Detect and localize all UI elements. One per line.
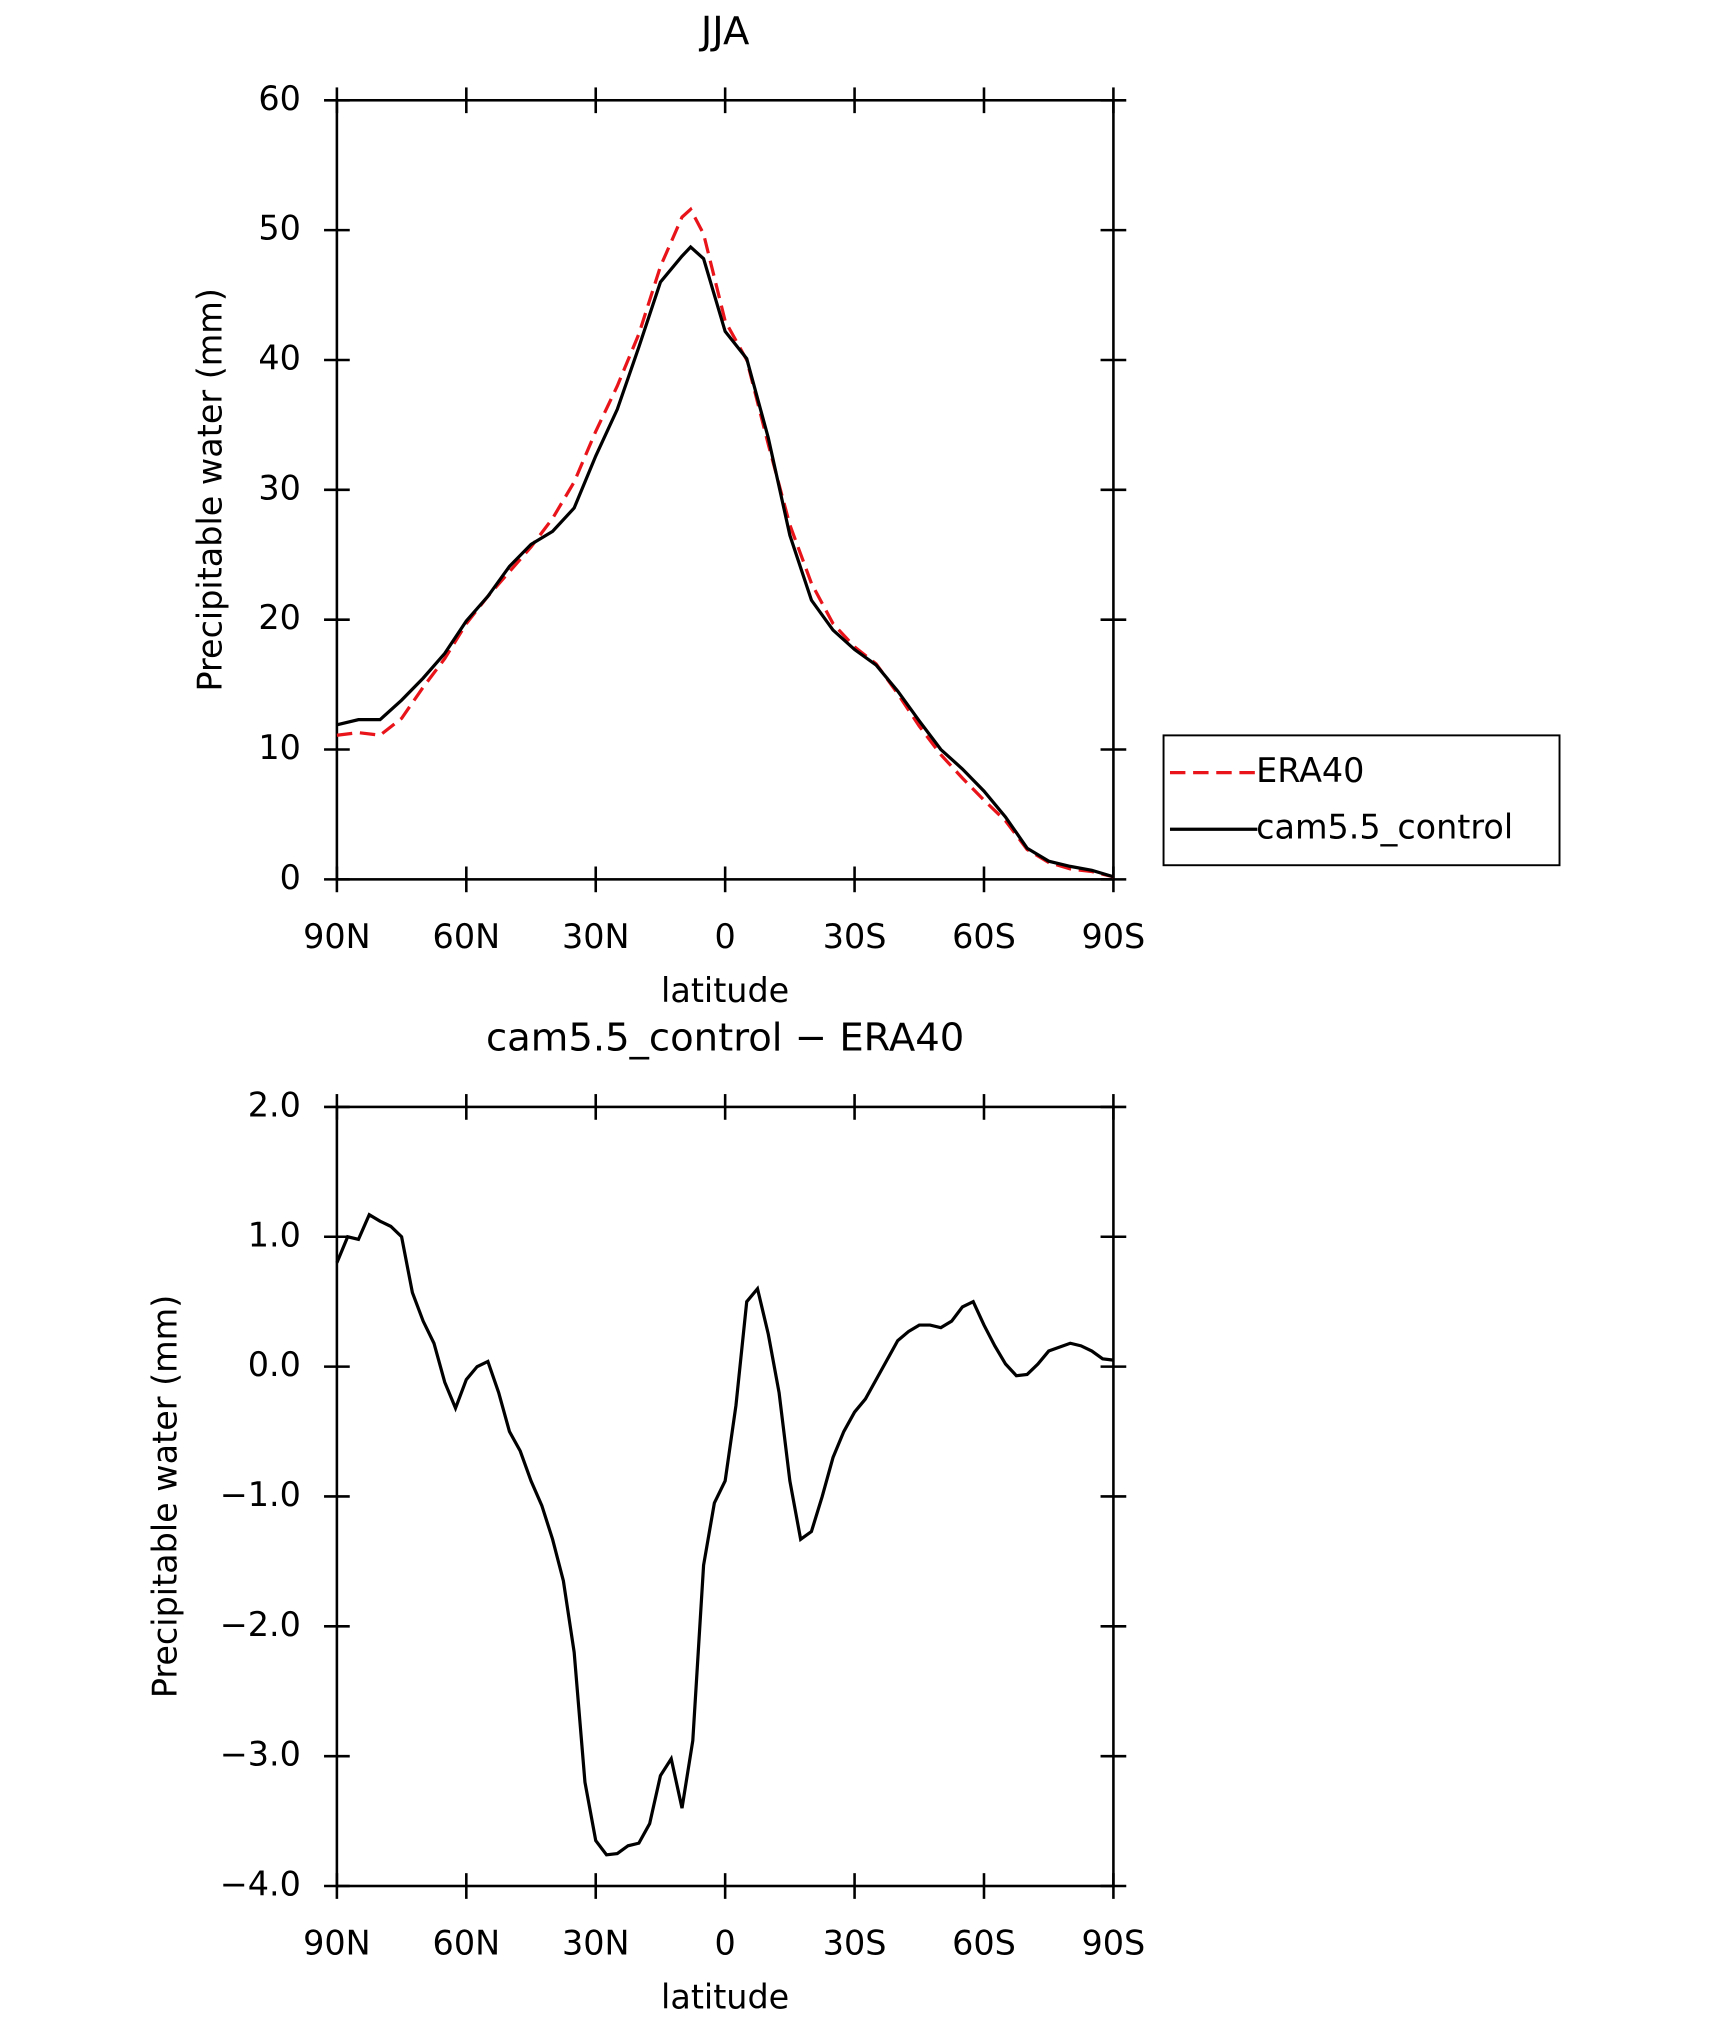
x-tick-label: 0 [715, 1924, 736, 1963]
y-tick-label: 0.0 [248, 1345, 301, 1384]
legend-box [1162, 734, 1561, 867]
y-tick-label: 60 [258, 79, 301, 118]
legend-label: cam5.5_control [1256, 808, 1513, 847]
y-tick-label: 2.0 [248, 1085, 301, 1124]
x-tick-label: 30N [562, 1924, 630, 1963]
x-tick-label: 60N [433, 1924, 501, 1963]
x-tick-label: 60S [952, 917, 1016, 956]
data-line [335, 1212, 1114, 1857]
y-tick-label: 40 [258, 338, 301, 377]
x-tick-label: 60N [433, 917, 501, 956]
y-tick-label: 0 [280, 858, 301, 897]
y-tick-label: 1.0 [248, 1215, 301, 1254]
y-tick-label: −4.0 [220, 1865, 301, 1904]
plot-frame [335, 1105, 1115, 1888]
data-line [336, 244, 1114, 879]
x-axis-label: latitude [661, 971, 789, 1010]
legend-label: ERA40 [1256, 751, 1364, 790]
y-axis-label: Precipitable water (mm) [191, 288, 230, 691]
x-tick-label: 0 [715, 917, 736, 956]
y-axis-label: Precipitable water (mm) [146, 1295, 185, 1698]
y-tick-label: −1.0 [220, 1475, 301, 1514]
x-tick-label: 30N [562, 917, 630, 956]
x-tick-label: 90S [1082, 1924, 1146, 1963]
x-tick-label: 30S [823, 1924, 887, 1963]
y-tick-label: 10 [258, 728, 301, 767]
x-tick-label: 60S [952, 1924, 1016, 1963]
plot-frame [335, 98, 1115, 881]
x-tick-label: 90S [1082, 917, 1146, 956]
data-line [336, 206, 1114, 879]
chart-title: cam5.5_control − ERA40 [486, 1016, 964, 1061]
y-tick-label: 50 [258, 209, 301, 248]
y-tick-label: −2.0 [220, 1605, 301, 1644]
x-tick-label: 30S [823, 917, 887, 956]
y-tick-label: −3.0 [220, 1735, 301, 1774]
y-tick-label: 30 [258, 468, 301, 507]
y-tick-label: 20 [258, 598, 301, 637]
x-axis-label: latitude [661, 1978, 789, 2017]
chart-title: JJA [699, 9, 750, 54]
x-tick-label: 90N [303, 917, 371, 956]
x-tick-label: 90N [303, 1924, 371, 1963]
